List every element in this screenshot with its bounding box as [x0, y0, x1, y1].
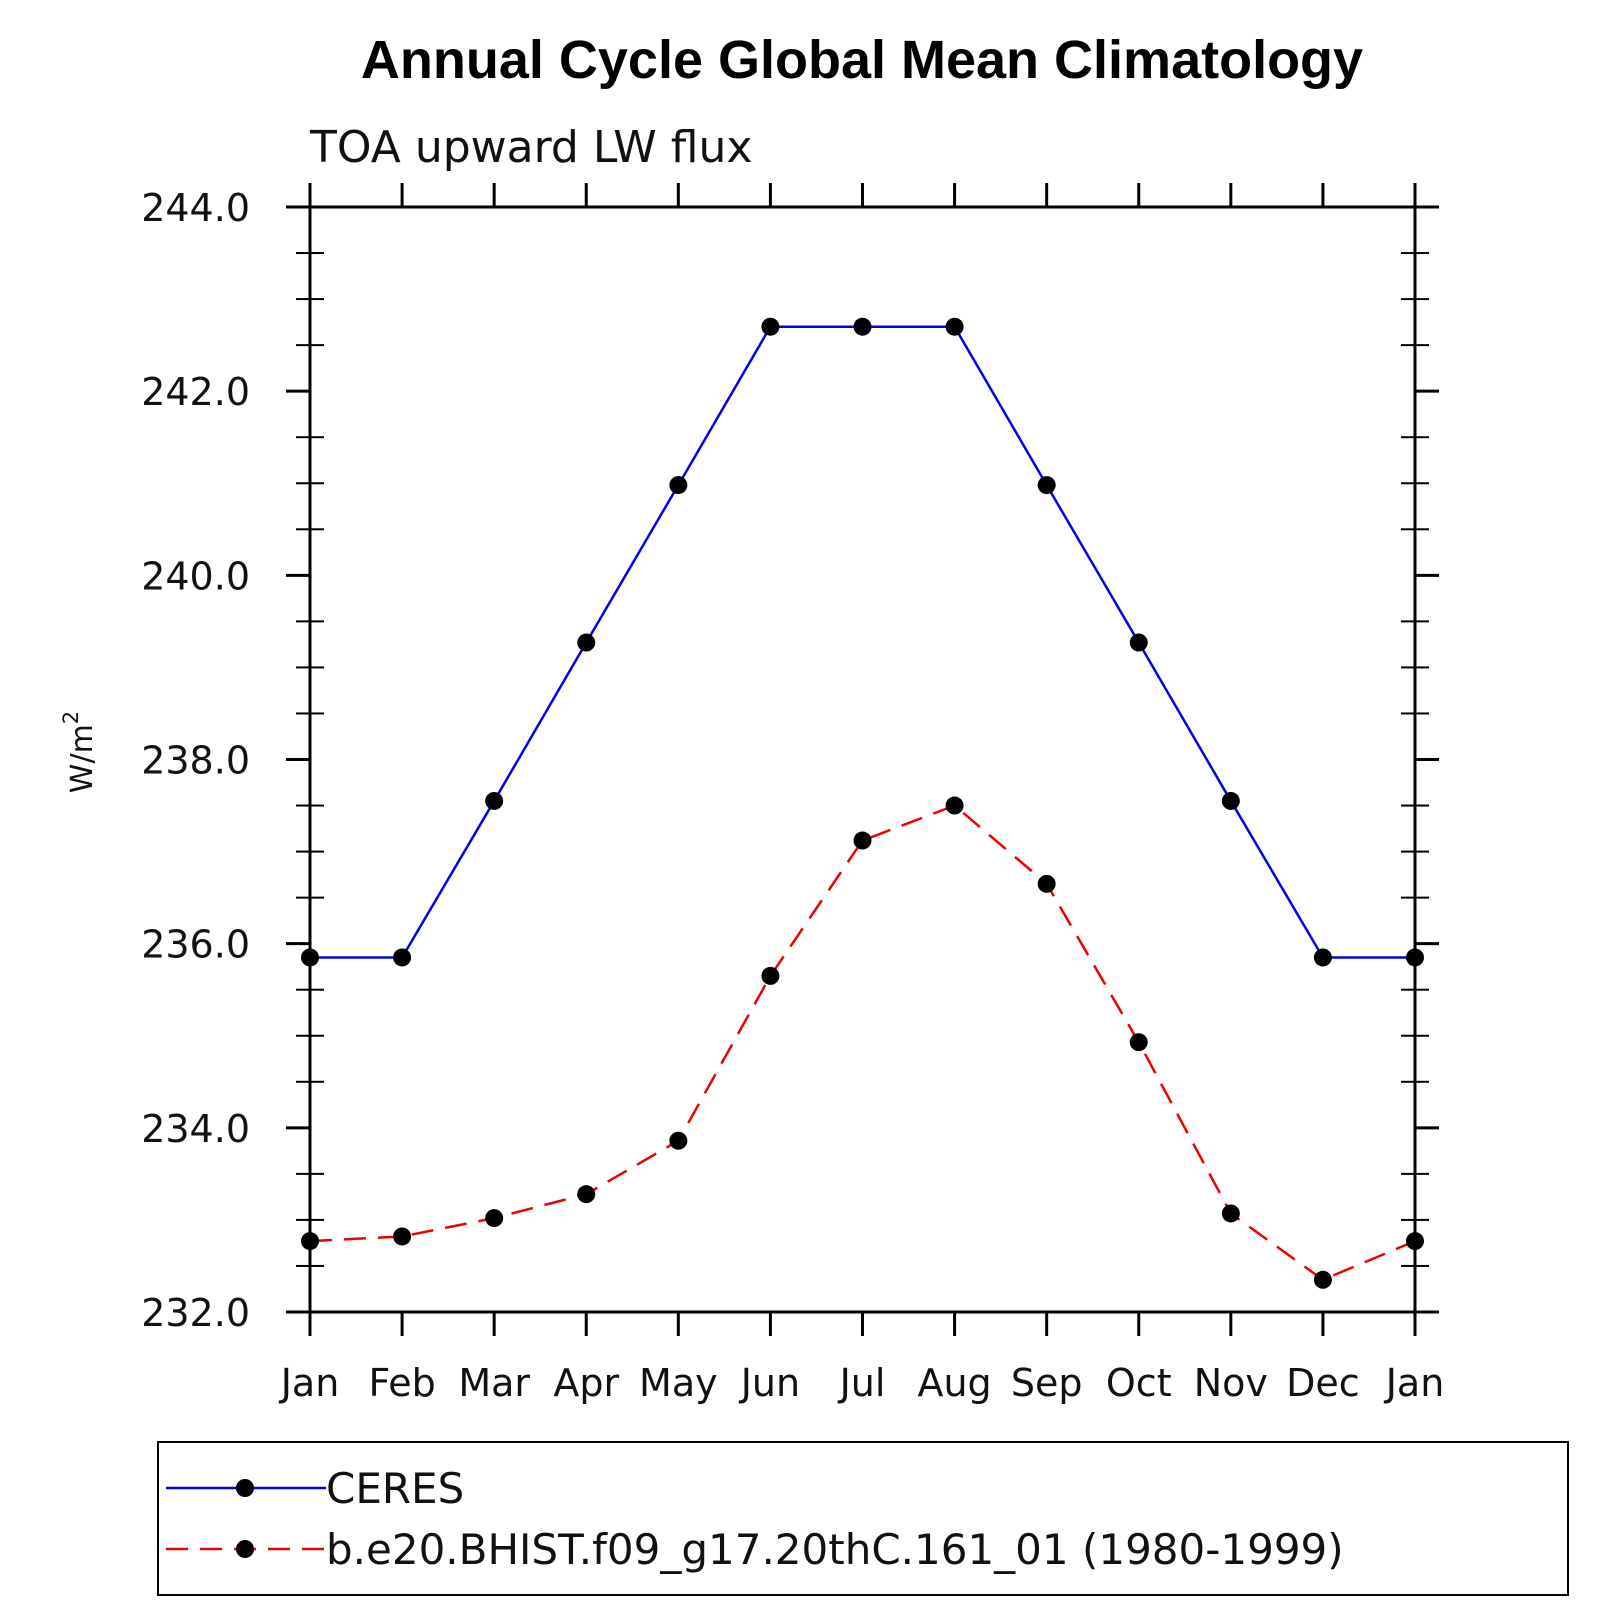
legend-label-ceres: CERES — [326, 1464, 464, 1513]
data-point-s0-11 — [1313, 948, 1332, 967]
data-point-s0-1 — [393, 948, 412, 967]
data-point-s0-0 — [301, 948, 319, 967]
y-tick-label: 242.0 — [141, 370, 250, 414]
x-tick-label: Jul — [838, 1361, 886, 1405]
y-axis-label-sup: 2 — [59, 711, 83, 724]
data-point-s1-6 — [853, 831, 872, 850]
y-axis-label: W/m2 — [59, 711, 100, 793]
y-tick-label: 232.0 — [141, 1291, 250, 1335]
legend-marker-model — [236, 1540, 254, 1558]
data-point-s1-11 — [1313, 1270, 1332, 1289]
x-tick-label: Oct — [1106, 1361, 1172, 1405]
x-tick-label: May — [639, 1361, 718, 1405]
x-tick-label: Feb — [368, 1361, 435, 1405]
x-tick-label: Apr — [553, 1361, 619, 1405]
data-point-s1-10 — [1221, 1204, 1240, 1223]
data-point-s0-7 — [945, 317, 964, 336]
x-tick-label: Nov — [1194, 1361, 1268, 1405]
data-point-s1-9 — [1129, 1033, 1148, 1052]
data-point-s0-3 — [577, 633, 596, 652]
legend-box — [157, 1441, 1569, 1596]
svg-text:W/m2: W/m2 — [59, 711, 100, 793]
y-tick-label: 238.0 — [141, 739, 250, 783]
x-tick-label: Jun — [739, 1361, 800, 1405]
data-point-s0-6 — [853, 317, 872, 336]
legend-entry-model: b.e20.BHIST.f09_g17.20thC.161_01 (1980-1… — [166, 1525, 1344, 1574]
x-tick-label: Dec — [1286, 1361, 1360, 1405]
data-point-s0-4 — [669, 476, 688, 495]
data-point-s1-2 — [485, 1209, 504, 1228]
legend-label-model: b.e20.BHIST.f09_g17.20thC.161_01 (1980-1… — [326, 1525, 1344, 1574]
legend-marker-ceres — [236, 1479, 254, 1497]
series-line-0 — [310, 325, 1415, 959]
y-axis-label-base: W/m — [65, 724, 100, 793]
chart-subtitle: TOA upward LW flux — [309, 122, 752, 173]
x-tick-label: Mar — [458, 1361, 530, 1405]
y-tick-label: 240.0 — [141, 554, 250, 598]
plot-frame — [308, 205, 1417, 1314]
x-tick-label: Sep — [1011, 1361, 1083, 1405]
data-point-s0-5 — [761, 317, 780, 336]
y-tick-label: 234.0 — [141, 1107, 250, 1151]
chart-title: Annual Cycle Global Mean Climatology — [361, 30, 1363, 90]
data-point-s1-3 — [577, 1185, 596, 1204]
data-point-s1-1 — [393, 1227, 412, 1246]
data-point-s1-5 — [761, 966, 780, 985]
data-point-s1-7 — [945, 796, 964, 815]
data-point-s1-12 — [1406, 1232, 1424, 1251]
series-line-1 — [309, 804, 1416, 1282]
data-point-s1-8 — [1037, 874, 1056, 893]
y-tick-label: 244.0 — [141, 186, 250, 230]
data-point-s0-2 — [485, 791, 504, 810]
legend: CERES b.e20.BHIST.f09_g17.20thC.161_01 (… — [157, 1441, 1569, 1596]
data-point-s0-9 — [1129, 633, 1148, 652]
data-point-s0-8 — [1037, 476, 1056, 495]
x-tick-label: Aug — [917, 1361, 991, 1405]
data-point-s1-0 — [301, 1232, 319, 1251]
y-tick-label: 236.0 — [141, 923, 250, 967]
data-point-s0-12 — [1406, 948, 1424, 967]
legend-entry-ceres: CERES — [166, 1464, 464, 1513]
data-point-s1-4 — [669, 1131, 688, 1150]
x-tick-label: Jan — [279, 1361, 340, 1405]
plot-area: Jan Feb Mar Apr May Jun Jul Aug Sep Oct Nov Dec Jan 2… — [141, 183, 1444, 1405]
data-point-s0-10 — [1221, 791, 1240, 810]
x-tick-label: Jan — [1384, 1361, 1445, 1405]
